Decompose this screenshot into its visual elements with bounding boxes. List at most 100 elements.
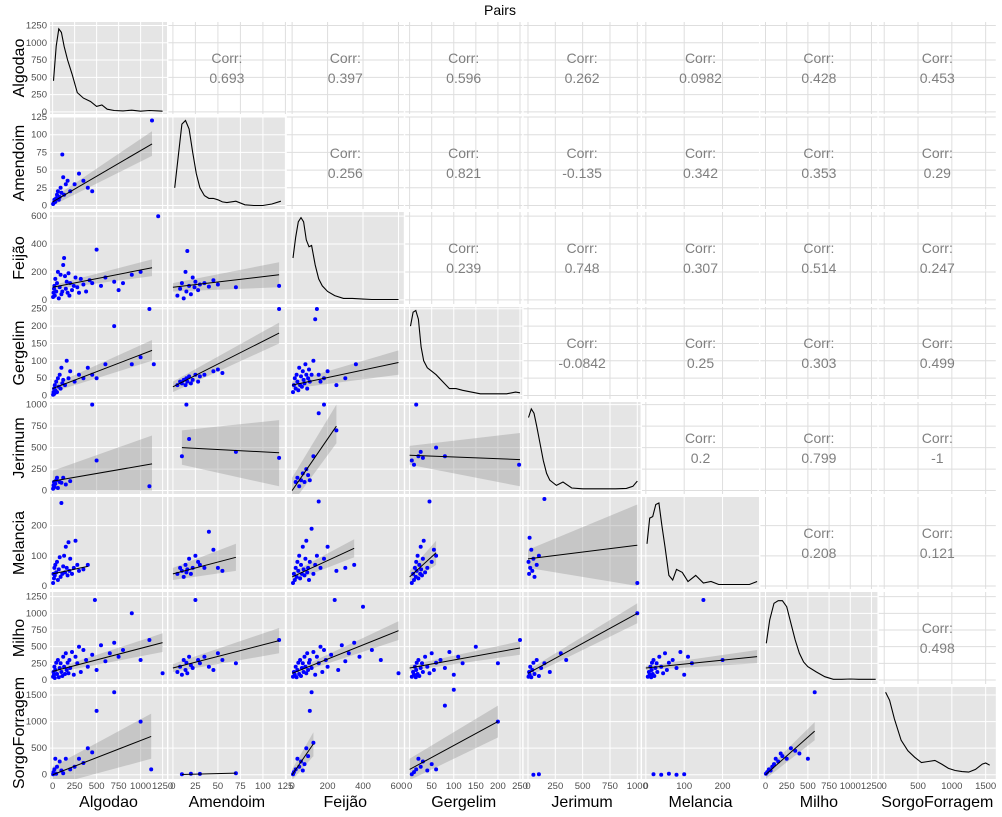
panel-background — [405, 212, 523, 304]
scatter-point — [220, 371, 225, 375]
scatter-point — [297, 553, 302, 558]
panel-background — [523, 592, 641, 684]
x-tick-label: 0 — [525, 781, 530, 792]
scatter-point — [311, 650, 316, 654]
x-tick-label: 1250 — [152, 781, 173, 792]
panel-jerimum-vs-sorgoforragem: Corr: -1 — [878, 402, 996, 494]
x-tick-label: 0 — [763, 781, 768, 792]
scatter-point — [314, 307, 319, 311]
scatter-point — [77, 290, 81, 295]
scatter-point — [529, 547, 534, 552]
scatter-point — [62, 256, 67, 260]
scatter-point — [220, 658, 225, 662]
y-variable-label-gergelim: Gergelim — [11, 321, 28, 386]
scatter-point — [307, 708, 312, 713]
x-variable-label-jerimum: Jerimum — [551, 794, 612, 811]
scatter-point — [78, 276, 83, 281]
scatter-point — [206, 664, 211, 669]
panel-algodao-vs-gergelim: Corr: 0.596 — [405, 22, 523, 114]
y-tick-label: 0 — [42, 675, 47, 686]
density-curve — [174, 119, 282, 207]
correlation-label: Corr: — [567, 240, 598, 256]
scatter-point — [277, 455, 282, 460]
scatter-point — [294, 372, 299, 377]
scatter-point — [423, 570, 428, 575]
y-tick-label: 125 — [31, 112, 47, 123]
scatter-point — [66, 671, 71, 676]
x-tick-label: 1000 — [627, 781, 648, 792]
density-curve — [765, 600, 876, 680]
scatter-point — [77, 644, 81, 649]
scatter-point — [425, 768, 430, 773]
scatter-point — [536, 553, 541, 558]
scatter-point — [414, 559, 419, 564]
scatter-point — [674, 772, 679, 777]
scatter-point — [434, 445, 439, 450]
panel-amendoim-vs-jerimum: Corr: -0.135 — [523, 116, 641, 209]
scatter-point — [150, 118, 154, 123]
scatter-point — [156, 214, 161, 219]
scatter-point — [70, 288, 74, 293]
x-tick-label: 600 — [391, 781, 407, 792]
regression-line — [291, 547, 355, 578]
scatter-point — [112, 279, 117, 284]
x-tick-label: 750 — [821, 781, 837, 792]
correlation-value: -0.135 — [562, 165, 602, 181]
scatter-point — [396, 671, 401, 676]
scatter-point — [56, 296, 61, 301]
scatter-point — [63, 274, 67, 279]
scatter-point — [292, 578, 297, 582]
scatter-point — [94, 668, 99, 672]
scatter-point — [183, 269, 188, 274]
scatter-point — [293, 565, 298, 570]
regression-line — [291, 743, 314, 776]
scatter-point — [103, 362, 108, 367]
scatter-point — [129, 611, 134, 616]
scatter-point — [305, 570, 310, 575]
scatter-point — [654, 661, 659, 666]
correlation-label: Corr: — [685, 240, 716, 256]
scatter-point — [68, 369, 73, 374]
scatter-point — [57, 555, 62, 560]
scatter-point — [451, 687, 456, 692]
x-variable-label-amendoim: Amendoim — [189, 794, 265, 811]
scatter-point — [429, 559, 434, 564]
panel-background — [168, 212, 286, 304]
scatter-point — [58, 386, 63, 391]
regression-line — [765, 730, 815, 776]
scatter-point — [94, 247, 99, 252]
scatter-point — [196, 288, 201, 293]
scatter-point — [531, 772, 536, 777]
panel-gergelim-vs-amendoim — [168, 307, 286, 399]
x-tick-label: 200 — [715, 781, 731, 792]
panel-background — [642, 212, 759, 304]
scatter-point — [55, 475, 59, 480]
scatter-point — [301, 377, 306, 382]
scatter-point — [343, 376, 348, 381]
regression-line — [409, 454, 521, 461]
scatter-point — [299, 562, 303, 567]
panel-background — [760, 497, 878, 589]
scatter-point — [215, 651, 220, 656]
scatter-point — [61, 175, 66, 180]
scatter-point — [84, 658, 89, 662]
scatter-point — [61, 263, 66, 267]
scatter-point — [325, 544, 330, 549]
scatter-point — [183, 668, 188, 672]
scatter-point — [291, 581, 295, 585]
panel-milho-vs-milho — [760, 592, 878, 684]
panel-background — [286, 592, 404, 684]
y-tick-label: 100 — [31, 551, 47, 562]
scatter-point — [55, 281, 59, 286]
correlation-value: 0.342 — [683, 165, 718, 181]
scatter-point — [61, 771, 66, 776]
scatter-point — [58, 272, 63, 277]
scatter-point — [306, 473, 311, 478]
scatter-point — [73, 654, 78, 659]
scatter-point — [58, 185, 63, 190]
panel-gergelim-vs-algodao — [50, 307, 167, 399]
scatter-point — [311, 740, 316, 745]
scatter-point — [160, 671, 165, 676]
panel-sorgoforragem-vs-gergelim — [405, 687, 523, 779]
scatter-point — [147, 638, 152, 642]
